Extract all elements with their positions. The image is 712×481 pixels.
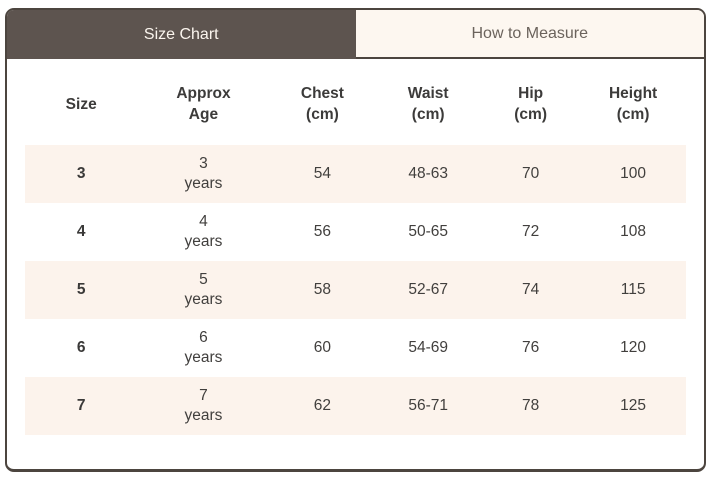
age-cell: 7 years — [184, 386, 223, 424]
chest-cell: 56 — [313, 222, 332, 240]
table-row-size-3: 3 3 years 54 48-63 70 100 — [25, 145, 686, 203]
age-cell: 4 years — [184, 212, 223, 250]
hip-cell: 78 — [521, 396, 540, 414]
column-header-hip: Hip (cm) — [514, 85, 547, 123]
size-cell: 4 — [76, 222, 86, 240]
age-cell: 5 years — [184, 270, 223, 308]
column-header-waist: Waist (cm) — [407, 85, 449, 123]
age-cell: 3 years — [184, 154, 223, 192]
column-header-height: Height (cm) — [608, 85, 658, 123]
size-cell: 5 — [76, 280, 86, 298]
table-header-row: Size Approx Age Chest (cm) Waist (cm) Hip (cm) He… — [25, 65, 686, 145]
size-chart-widget: Size Chart How to Measure Size Approx Age C… — [5, 8, 706, 472]
column-header-chest: Chest (cm) — [300, 85, 344, 123]
waist-cell: 52-67 — [408, 280, 448, 298]
tab-bar: Size Chart How to Measure — [7, 10, 704, 59]
height-cell: 120 — [620, 338, 647, 356]
tab-size-chart[interactable]: Size Chart — [7, 10, 356, 59]
waist-cell: 54-69 — [408, 338, 448, 356]
chest-cell: 60 — [313, 338, 332, 356]
hip-cell: 72 — [521, 222, 540, 240]
size-table-container: Size Approx Age Chest (cm) Waist (cm) Hip (cm) He… — [7, 59, 704, 465]
column-header-age: Approx Age — [176, 85, 231, 123]
size-cell: 7 — [76, 396, 86, 414]
table-row-size-6: 6 6 years 60 54-69 76 120 — [25, 319, 686, 377]
table-row-size-4: 4 4 years 56 50-65 72 108 — [25, 203, 686, 261]
hip-cell: 70 — [521, 164, 540, 182]
height-cell: 115 — [620, 280, 646, 298]
size-cell: 3 — [76, 164, 86, 182]
height-cell: 100 — [620, 164, 647, 182]
size-table: Size Approx Age Chest (cm) Waist (cm) Hip (cm) He… — [25, 65, 686, 435]
hip-cell: 76 — [521, 338, 540, 356]
hip-cell: 74 — [521, 280, 540, 298]
height-cell: 125 — [620, 396, 647, 414]
tab-how-to-measure[interactable]: How to Measure — [355, 10, 704, 59]
chest-cell: 54 — [313, 164, 332, 182]
chest-cell: 62 — [313, 396, 332, 414]
size-cell: 6 — [76, 338, 86, 356]
waist-cell: 50-65 — [408, 222, 448, 240]
table-row-size-5: 5 5 years 58 52-67 74 115 — [25, 261, 686, 319]
age-cell: 6 years — [184, 328, 223, 366]
table-row-size-7: 7 7 years 62 56-71 78 125 — [25, 377, 686, 435]
waist-cell: 56-71 — [408, 396, 448, 414]
chest-cell: 58 — [313, 280, 332, 298]
column-header-size: Size — [65, 95, 97, 113]
waist-cell: 48-63 — [408, 164, 448, 182]
height-cell: 108 — [620, 222, 647, 240]
